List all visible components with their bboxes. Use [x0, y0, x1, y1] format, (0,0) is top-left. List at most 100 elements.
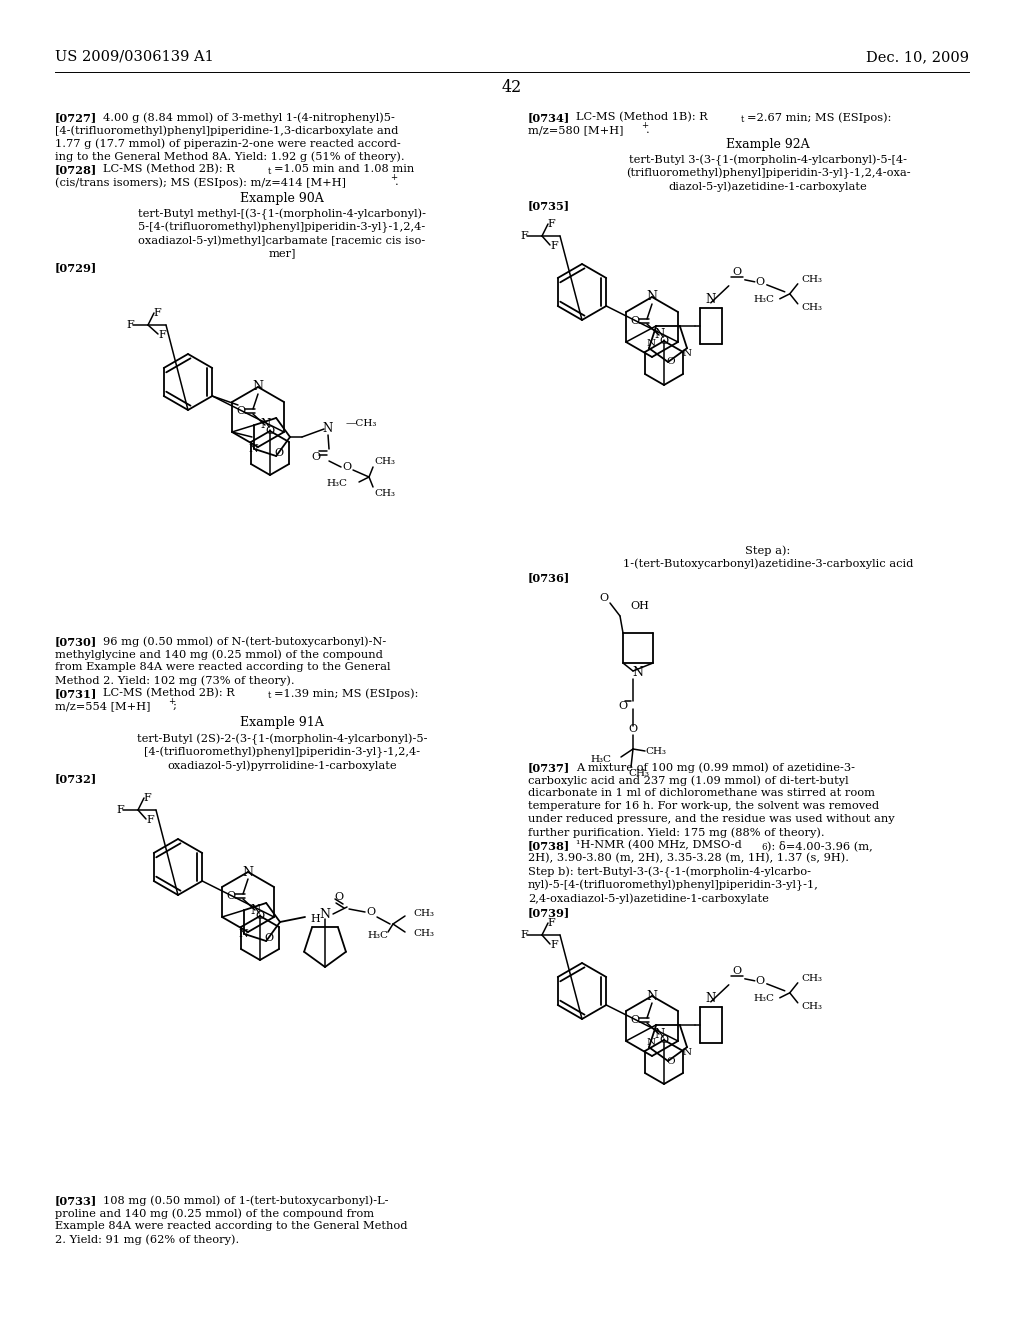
Text: F: F [550, 242, 558, 251]
Text: +: + [641, 121, 648, 129]
Text: ¹H-NMR (400 MHz, DMSO-d: ¹H-NMR (400 MHz, DMSO-d [575, 840, 741, 850]
Text: Step b): tert-Butyl-3-(3-{-1-(morpholin-4-ylcarbo-: Step b): tert-Butyl-3-(3-{-1-(morpholin-… [528, 867, 811, 878]
Text: [4-(trifluoromethyl)phenyl]piperidin-3-yl}-1,2,4-: [4-(trifluoromethyl)phenyl]piperidin-3-y… [144, 747, 420, 759]
Text: 6: 6 [761, 843, 767, 851]
Text: O: O [264, 933, 273, 942]
Text: CH₃: CH₃ [802, 974, 822, 983]
Text: diazol-5-yl)azetidine-1-carboxylate: diazol-5-yl)azetidine-1-carboxylate [669, 181, 867, 191]
Text: =1.39 min; MS (ESIpos):: =1.39 min; MS (ESIpos): [274, 688, 419, 698]
Text: N: N [253, 380, 263, 393]
Text: N: N [239, 929, 249, 939]
Text: Dec. 10, 2009: Dec. 10, 2009 [866, 50, 969, 63]
Text: Example 92A: Example 92A [726, 139, 810, 150]
Text: 4.00 g (8.84 mmol) of 3-methyl 1-(4-nitrophenyl)5-: 4.00 g (8.84 mmol) of 3-methyl 1-(4-nitr… [103, 112, 395, 123]
Text: N: N [323, 422, 333, 436]
Text: H₃C: H₃C [367, 932, 388, 940]
Text: O: O [631, 1015, 640, 1026]
Text: m/z=580 [M+H]: m/z=580 [M+H] [528, 125, 624, 135]
Text: CH₃: CH₃ [802, 1002, 822, 1011]
Text: N: N [706, 993, 716, 1006]
Text: [0736]: [0736] [528, 572, 570, 583]
Text: tert-Butyl 3-(3-{1-(morpholin-4-ylcarbonyl)-5-[4-: tert-Butyl 3-(3-{1-(morpholin-4-ylcarbon… [629, 154, 907, 166]
Text: [0728]: [0728] [55, 164, 97, 176]
Text: m/z=554 [M+H]: m/z=554 [M+H] [55, 701, 151, 711]
Text: under reduced pressure, and the residue was used without any: under reduced pressure, and the residue … [528, 814, 895, 824]
Text: (cis/trans isomers); MS (ESIpos): m/z=414 [M+H]: (cis/trans isomers); MS (ESIpos): m/z=41… [55, 177, 346, 187]
Text: F: F [547, 219, 555, 228]
Text: [0739]: [0739] [528, 907, 570, 917]
Text: O: O [732, 267, 741, 277]
Text: ;: ; [173, 701, 177, 711]
Text: 1-(tert-Butoxycarbonyl)azetidine-3-carboxylic acid: 1-(tert-Butoxycarbonyl)azetidine-3-carbo… [623, 558, 913, 569]
Text: [0730]: [0730] [55, 636, 97, 647]
Text: N: N [261, 418, 271, 432]
Text: A mixture of 100 mg (0.99 mmol) of azetidine-3-: A mixture of 100 mg (0.99 mmol) of azeti… [575, 762, 855, 772]
Text: F: F [520, 231, 527, 242]
Text: .: . [646, 125, 650, 135]
Text: N: N [251, 903, 261, 916]
Text: N: N [655, 329, 666, 342]
Text: tert-Butyl methyl-[(3-{1-(morpholin-4-ylcarbonyl)-: tert-Butyl methyl-[(3-{1-(morpholin-4-yl… [138, 209, 426, 220]
Text: dicarbonate in 1 ml of dichloromethane was stirred at room: dicarbonate in 1 ml of dichloromethane w… [528, 788, 874, 799]
Text: H₃C: H₃C [754, 296, 775, 305]
Text: O: O [311, 451, 321, 462]
Text: N: N [682, 1048, 691, 1057]
Text: F: F [520, 931, 527, 940]
Text: OH: OH [630, 601, 649, 611]
Text: F: F [547, 917, 555, 928]
Text: mer]: mer] [268, 248, 296, 257]
Text: O: O [335, 892, 344, 902]
Text: Example 84A were reacted according to the General Method: Example 84A were reacted according to th… [55, 1221, 408, 1232]
Text: N: N [243, 866, 254, 879]
Text: oxadiazol-5-yl)pyrrolidine-1-carboxylate: oxadiazol-5-yl)pyrrolidine-1-carboxylate [167, 760, 397, 771]
Text: F: F [158, 330, 166, 341]
Text: N: N [646, 990, 657, 1002]
Text: [0737]: [0737] [528, 762, 570, 774]
Text: O: O [659, 337, 669, 346]
Text: O: O [255, 911, 264, 921]
Text: t: t [268, 168, 271, 176]
Text: F: F [146, 814, 154, 825]
Text: CH₃: CH₃ [802, 276, 822, 284]
Text: 42: 42 [502, 79, 522, 96]
Text: LC-MS (Method 2B): R: LC-MS (Method 2B): R [103, 688, 234, 698]
Text: ): δ=4.00-3.96 (m,: ): δ=4.00-3.96 (m, [767, 840, 872, 851]
Text: tert-Butyl (2S)-2-(3-{1-(morpholin-4-ylcarbonyl)-5-: tert-Butyl (2S)-2-(3-{1-(morpholin-4-ylc… [137, 734, 427, 746]
Text: O: O [667, 358, 676, 367]
Text: methylglycine and 140 mg (0.25 mmol) of the compound: methylglycine and 140 mg (0.25 mmol) of … [55, 649, 383, 660]
Text: N: N [706, 293, 716, 306]
Text: H₃C: H₃C [326, 479, 347, 487]
Text: [0731]: [0731] [55, 688, 97, 700]
Text: ing to the General Method 8A. Yield: 1.92 g (51% of theory).: ing to the General Method 8A. Yield: 1.9… [55, 150, 404, 161]
Text: 2,4-oxadiazol-5-yl)azetidine-1-carboxylate: 2,4-oxadiazol-5-yl)azetidine-1-carboxyla… [528, 894, 769, 904]
Text: [0738]: [0738] [528, 840, 570, 851]
Text: CH₃: CH₃ [645, 747, 666, 755]
Text: O: O [599, 593, 608, 603]
Text: 2. Yield: 91 mg (62% of theory).: 2. Yield: 91 mg (62% of theory). [55, 1234, 240, 1245]
Text: H: H [310, 913, 319, 924]
Text: Example 90A: Example 90A [240, 191, 324, 205]
Text: N: N [249, 444, 259, 454]
Text: [0734]: [0734] [528, 112, 570, 123]
Text: N: N [682, 348, 691, 358]
Text: CH₃: CH₃ [413, 929, 434, 939]
Text: H₃C: H₃C [590, 755, 611, 763]
Text: CH₃: CH₃ [413, 909, 434, 919]
Text: H₃C: H₃C [754, 994, 775, 1003]
Text: =2.67 min; MS (ESIpos):: =2.67 min; MS (ESIpos): [746, 112, 891, 123]
Text: further purification. Yield: 175 mg (88% of theory).: further purification. Yield: 175 mg (88%… [528, 828, 824, 838]
Text: [0729]: [0729] [55, 261, 97, 273]
Text: CH₃: CH₃ [802, 304, 822, 313]
Text: [0732]: [0732] [55, 774, 97, 784]
Text: O: O [732, 966, 741, 975]
Text: Example 91A: Example 91A [240, 715, 324, 729]
Text: t: t [268, 690, 271, 700]
Text: F: F [116, 805, 124, 814]
Text: CH₃: CH₃ [628, 768, 649, 777]
Text: O: O [667, 1056, 676, 1065]
Text: [0735]: [0735] [528, 201, 570, 211]
Text: CH₃: CH₃ [374, 488, 395, 498]
Text: [4-(trifluoromethyl)phenyl]piperidine-1,3-dicarboxylate and: [4-(trifluoromethyl)phenyl]piperidine-1,… [55, 125, 398, 136]
Text: .: . [395, 177, 398, 187]
Text: F: F [126, 319, 134, 330]
